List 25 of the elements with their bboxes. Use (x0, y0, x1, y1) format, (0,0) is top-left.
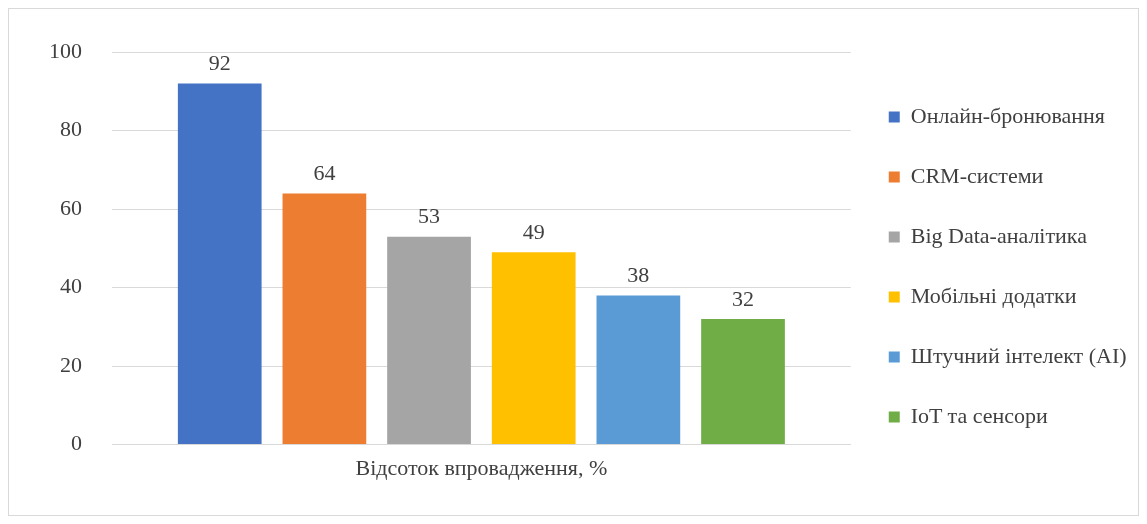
data-label: 92 (208, 50, 231, 76)
bar (282, 193, 367, 445)
y-tick-label: 80 (60, 116, 82, 142)
data-label: 64 (313, 160, 336, 186)
legend-label: CRM-системи (910, 162, 1044, 188)
y-tick-label: 0 (71, 430, 82, 456)
bar (491, 252, 576, 445)
y-tick-label: 100 (49, 37, 82, 63)
bar (596, 295, 681, 445)
legend-label: IoT та сенсори (910, 402, 1049, 428)
bar (387, 236, 471, 445)
legend-label: Big Data-аналітика (910, 222, 1088, 248)
data-label: 32 (732, 285, 755, 311)
legend-label: Онлайн-бронювання (910, 102, 1105, 128)
bar (177, 83, 262, 445)
bar (701, 319, 785, 445)
data-label: 49 (522, 219, 545, 245)
data-label: 38 (627, 262, 650, 288)
data-label: 53 (418, 203, 441, 229)
legend-label: Штучний інтелект (AI) (910, 342, 1127, 368)
y-tick-label: 40 (60, 273, 82, 299)
y-tick-label: 20 (60, 351, 82, 377)
x-tick-label: Відсоток впровадження, % (355, 454, 608, 480)
legend-label: Мобільні додатки (910, 282, 1077, 308)
y-tick-label: 60 (60, 194, 82, 220)
